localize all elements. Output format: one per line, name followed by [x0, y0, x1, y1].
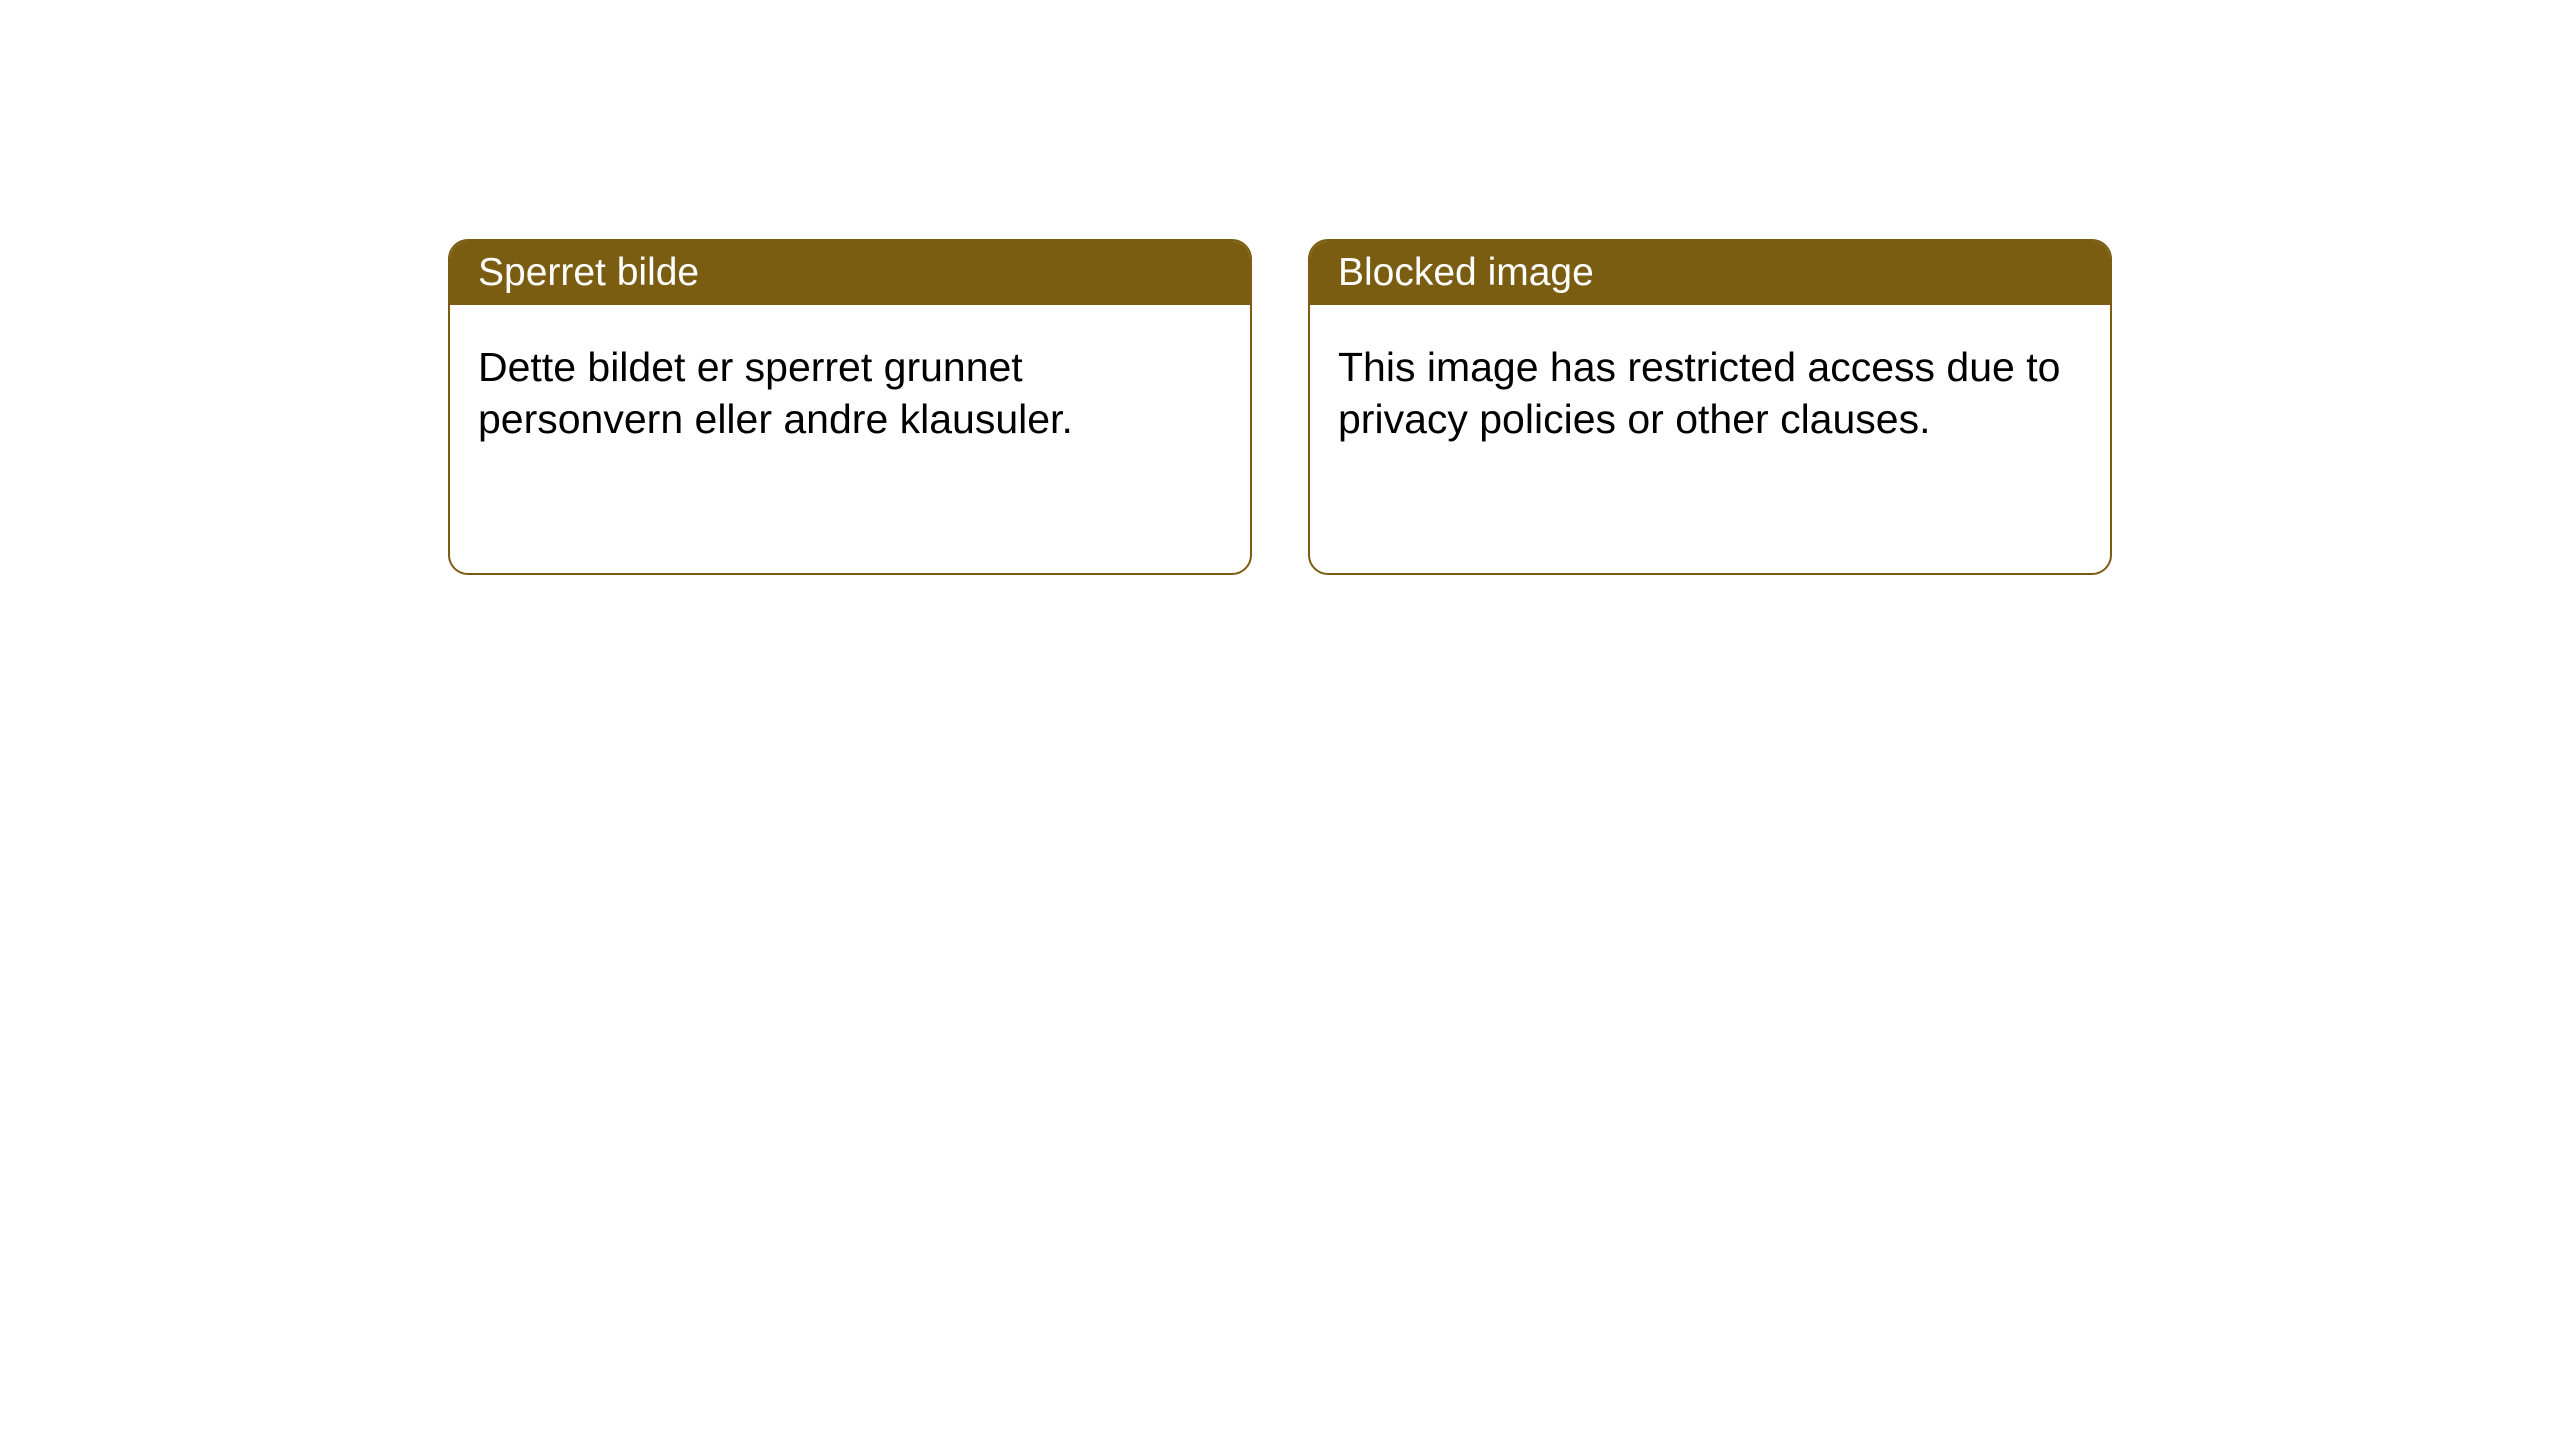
card-title: Sperret bilde	[478, 251, 699, 294]
card-body: Dette bildet er sperret grunnet personve…	[450, 305, 1250, 482]
card-message: This image has restricted access due to …	[1338, 344, 2060, 442]
card-header: Sperret bilde	[450, 241, 1250, 305]
blocked-image-card-english: Blocked image This image has restricted …	[1308, 239, 2112, 575]
notice-container: Sperret bilde Dette bildet er sperret gr…	[0, 0, 2560, 575]
blocked-image-card-norwegian: Sperret bilde Dette bildet er sperret gr…	[448, 239, 1252, 575]
card-header: Blocked image	[1310, 241, 2110, 305]
card-body: This image has restricted access due to …	[1310, 305, 2110, 482]
card-title: Blocked image	[1338, 251, 1594, 294]
card-message: Dette bildet er sperret grunnet personve…	[478, 344, 1073, 442]
